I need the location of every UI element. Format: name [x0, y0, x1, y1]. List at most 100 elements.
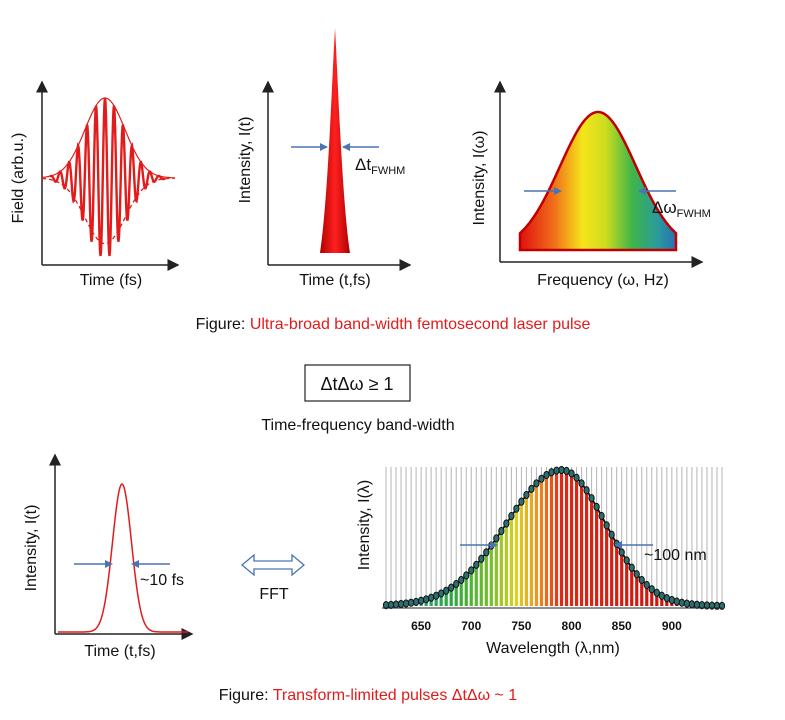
panel-field: Field (arb.u.) Time (fs): [10, 80, 180, 289]
p5-marker: [418, 596, 425, 605]
p2-pulse-area: [320, 28, 350, 253]
p5-bar: [444, 590, 448, 606]
p5-marker: [498, 526, 505, 536]
p5-bar: [474, 564, 478, 606]
p5-tick-label: 850: [612, 619, 632, 633]
p5-marker: [458, 575, 465, 585]
fft-double-arrow: FFT: [240, 553, 306, 603]
p5-bar: [574, 477, 579, 606]
p5-marker: [623, 556, 630, 565]
p5-marker: [387, 600, 395, 609]
p5-bar: [584, 490, 589, 606]
p5-bar: [595, 506, 599, 606]
p5-marker: [392, 600, 400, 609]
p4-fwhm-label: ~10 fs: [140, 572, 184, 589]
p5-marker: [528, 484, 535, 493]
panel-pulse-time: ~10 fs Intensity, I(t) Time (t,fs): [23, 453, 194, 660]
relation-box: [304, 364, 411, 402]
p5-bar: [429, 597, 433, 606]
p5-marker: [663, 594, 670, 603]
p5-marker: [423, 595, 430, 604]
p5-bar: [509, 516, 513, 606]
p5-bar: [650, 589, 654, 606]
p5-marker: [688, 600, 696, 609]
p5-bar: [514, 508, 518, 606]
p3-x-label: Frequency (ω, Hz): [537, 272, 669, 289]
p5-grid: [385, 467, 723, 606]
p5-bar: [544, 474, 549, 606]
p5-bar: [464, 575, 468, 606]
p5-marker: [468, 566, 475, 575]
p5-tick-label: 750: [511, 619, 531, 633]
p5-marker: [538, 474, 545, 483]
p5-marker: [638, 575, 645, 585]
p5-marker: [453, 579, 460, 589]
p4-pulse-curve: [58, 483, 188, 633]
p5-marker: [648, 585, 655, 594]
p5-marker: [402, 599, 410, 608]
p5-bar: [645, 584, 649, 606]
p4-fwhm-arrowhead-left: [105, 560, 113, 568]
caption-1: Figure: Ultra-broad band-width femtoseco…: [196, 316, 591, 333]
p5-marker: [588, 494, 595, 503]
p1-envelope-upper: [41, 97, 175, 179]
p5-bar: [454, 584, 458, 606]
p5-marker: [608, 530, 615, 539]
p5-marker: [438, 589, 445, 598]
p5-marker: [593, 502, 600, 511]
p2-fwhm-label: ΔtFWHM: [355, 155, 405, 177]
p5-marker: [693, 600, 701, 609]
p3-fwhm-arrowhead-left: [554, 187, 562, 195]
p5-marker: [523, 490, 530, 500]
p5-marker: [412, 597, 420, 606]
p5-bar: [434, 595, 438, 606]
p5-marker: [553, 466, 560, 475]
p3-spectrum-area: [518, 110, 678, 252]
p5-marker: [573, 473, 580, 482]
p5-marker: [683, 599, 690, 608]
p5-bar: [605, 525, 609, 606]
p5-marker: [443, 586, 450, 595]
p5-bar: [549, 472, 554, 606]
p5-marker: [633, 570, 640, 579]
panel-intensity-time: ΔtFWHM Intensity, I(t) Time (t,fs): [237, 28, 412, 289]
p5-bar: [499, 530, 503, 606]
p5-marker: [513, 504, 520, 513]
p1-field-oscillation: [49, 97, 166, 257]
p5-marker: [618, 548, 625, 557]
p3-fwhm-label: ΔωFWHM: [652, 198, 711, 220]
p5-marker: [558, 465, 565, 475]
fft-label: FFT: [259, 586, 289, 603]
p5-marker: [568, 469, 575, 478]
p5-marker: [653, 588, 660, 597]
p5-bar: [569, 473, 574, 606]
p5-bar: [660, 595, 664, 606]
p5-marker: [483, 548, 490, 557]
p5-marker: [508, 511, 515, 521]
p5-y-label: Intensity, I(λ): [356, 480, 373, 570]
p5-marker: [533, 479, 540, 488]
p5-marker: [428, 593, 435, 602]
p5-fwhm-label: ~100 nm: [644, 547, 707, 564]
panel-intensity-frequency: ΔωFWHM Intensity, I(ω) Frequency (ω, Hz): [471, 80, 711, 289]
p5-marker: [628, 563, 635, 572]
p5-marker: [583, 486, 590, 495]
p4-fwhm-arrowhead-right: [131, 560, 139, 568]
p5-bar: [590, 498, 594, 606]
p5-bar: [655, 592, 659, 606]
p5-bar: [504, 523, 508, 606]
p5-marker: [463, 571, 470, 580]
fft-arrow-icon: [240, 553, 306, 577]
p5-markers: [382, 465, 726, 610]
p5-bar: [610, 534, 614, 606]
p5-marker: [603, 521, 610, 530]
p5-marker: [643, 580, 650, 590]
p5-bar: [600, 516, 604, 606]
p5-marker: [397, 599, 405, 609]
p5-marker: [478, 554, 485, 563]
p5-bar: [534, 483, 539, 606]
caption-2: Figure: Transform-limited pulses ΔtΔω ~ …: [219, 687, 518, 704]
p5-fwhm-arrowhead-left: [490, 541, 498, 549]
p5-marker: [563, 466, 570, 475]
p5-tick-labels: 650 700 750 800 850 900: [411, 619, 682, 633]
